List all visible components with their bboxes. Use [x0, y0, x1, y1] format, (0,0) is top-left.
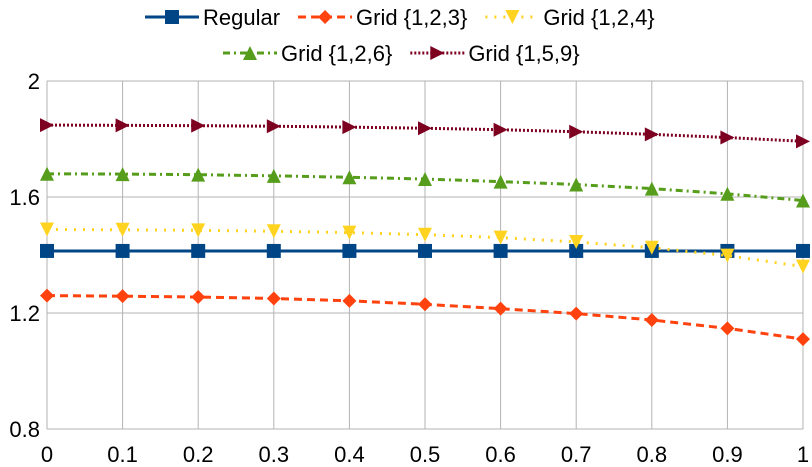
series-5-point: [493, 122, 508, 137]
series-3-point: [115, 222, 130, 237]
series-5-point: [720, 130, 735, 145]
series-3-point: [266, 224, 281, 239]
series-5-point: [418, 121, 432, 136]
series-1-point: [191, 243, 206, 258]
series-1-point: [569, 243, 584, 258]
series-4-point: [266, 168, 281, 183]
y-tick-label: 0.8: [9, 417, 40, 442]
series-4-point: [796, 193, 810, 208]
series-2-point: [266, 291, 281, 306]
x-tick-label: 0.4: [334, 442, 365, 467]
y-tick-label: 1.6: [9, 185, 40, 210]
series-2-point: [720, 321, 735, 336]
series-4-point: [115, 167, 130, 182]
series-5-point: [342, 120, 357, 135]
series-2-point: [569, 306, 584, 321]
x-tick-label: 0: [41, 442, 53, 467]
plot-series: [40, 118, 810, 347]
series-5-point: [115, 118, 130, 133]
series-3: [40, 222, 810, 274]
tick-labels: 0 0.1 0.2 0.3 0.4 0.5 0.6 0.7 0.8 0.9 1 0.8 1.2 1.6 2: [9, 69, 809, 467]
series-2-point: [191, 290, 206, 305]
series-3-point: [191, 223, 206, 238]
series-4-point: [40, 166, 54, 181]
series-4-point: [644, 181, 659, 196]
legend-swatch-marker: [430, 46, 445, 60]
series-5-point: [40, 118, 54, 133]
legend-label: Regular: [203, 5, 280, 30]
series-2: [40, 288, 810, 347]
legend-label: Grid {1,2,4}: [543, 5, 654, 30]
legend-item-1: Regular: [145, 5, 280, 30]
series-4-point: [418, 172, 432, 187]
series-2-point: [796, 332, 810, 347]
series-5-point: [644, 127, 659, 142]
series-3-point: [40, 222, 54, 237]
series-1-point: [342, 243, 357, 258]
x-tick-label: 0.7: [561, 442, 592, 467]
series-1-point: [493, 243, 508, 258]
legend-item-4: Grid {1,2,6}: [223, 41, 392, 66]
x-tick-label: 0.1: [107, 442, 138, 467]
x-tick-label: 0.3: [259, 442, 290, 467]
series-3-point: [418, 227, 432, 242]
series-3-point: [493, 230, 508, 245]
legend-label: Grid {1,2,6}: [281, 41, 392, 66]
series-2-point: [493, 301, 508, 316]
legend-label: Grid {1,2,3}: [356, 5, 467, 30]
x-tick-label: 1: [797, 442, 809, 467]
series-2-point: [342, 293, 357, 308]
legend-item-2: Grid {1,2,3}: [298, 5, 467, 30]
legend-swatch-marker: [505, 10, 520, 24]
x-tick-label: 0.9: [712, 442, 743, 467]
y-tick-label: 2: [28, 69, 40, 94]
series-5: [40, 118, 810, 149]
series-5-point: [266, 119, 281, 134]
series-2-point: [115, 289, 130, 304]
series-4-point: [191, 167, 206, 182]
series-4: [40, 166, 810, 208]
series-1-point: [266, 243, 281, 258]
x-tick-label: 0.2: [183, 442, 214, 467]
legend-item-3: Grid {1,2,4}: [485, 5, 655, 30]
y-tick-label: 1.2: [9, 301, 40, 326]
series-3-point: [569, 234, 584, 249]
legend-swatch-marker: [165, 10, 179, 24]
series-3-point: [720, 248, 735, 263]
legend-swatch-marker: [318, 10, 333, 24]
series-1-point: [418, 243, 432, 258]
series-2-point: [40, 288, 54, 303]
x-tick-label: 0.8: [637, 442, 668, 467]
series-4-point: [342, 170, 357, 185]
legend: Regular Grid {1,2,3} Grid {1,2,4} Grid {1,2…: [145, 5, 655, 66]
legend-item-5: Grid {1,5,9}: [410, 41, 580, 66]
series-5-point: [569, 124, 584, 139]
series-4-point: [569, 177, 584, 192]
series-1-point: [796, 243, 810, 258]
series-3-point: [342, 225, 357, 240]
series-4-point: [720, 186, 735, 201]
x-tick-label: 0.5: [410, 442, 441, 467]
x-tick-label: 0.6: [485, 442, 516, 467]
series-1-point: [40, 243, 54, 258]
legend-swatch-marker: [243, 46, 257, 60]
series-5-point: [191, 118, 206, 133]
series-4-point: [493, 174, 508, 189]
series-2-point: [644, 312, 659, 327]
series-3-point: [796, 259, 810, 274]
series-1-point: [115, 243, 130, 258]
series-5-point: [796, 134, 810, 149]
series-3-point: [644, 240, 659, 255]
series-2-point: [418, 297, 432, 312]
legend-label: Grid {1,5,9}: [468, 41, 579, 66]
